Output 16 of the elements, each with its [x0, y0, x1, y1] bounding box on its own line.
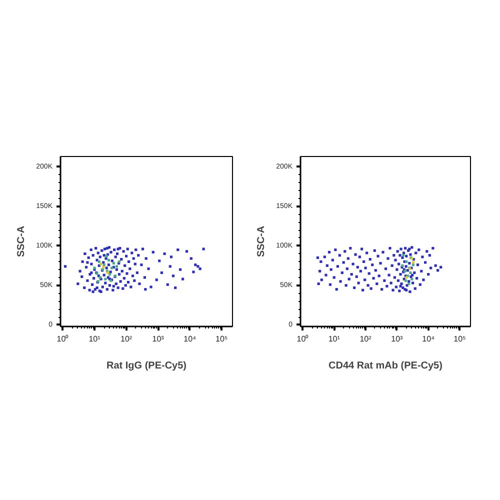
x-tick-label: 10⁵ — [454, 334, 466, 344]
x-tick-label: 10⁰ — [56, 334, 69, 344]
x-tick-label: 10¹ — [88, 334, 101, 344]
y-axis-title: SSC-A — [16, 226, 28, 258]
x-tick-label: 10⁴ — [422, 334, 436, 344]
x-axis-title: CD44 Rat mAb (PE-Cy5) — [328, 360, 442, 372]
x-axis-title: Rat IgG (PE-Cy5) — [106, 360, 187, 372]
x-tick-label: 10³ — [391, 334, 404, 344]
x-tick-label: 10¹ — [328, 334, 340, 344]
x-tick-label: 10⁰ — [296, 334, 309, 344]
x-tick-label: 10⁴ — [184, 334, 197, 344]
x-tick-label: 10² — [120, 334, 132, 344]
y-axis-title: SSC-A — [256, 226, 268, 258]
x-tick-label: 10² — [360, 334, 372, 344]
x-tick-label: 10³ — [152, 334, 164, 344]
x-tick-label: 10⁵ — [216, 334, 228, 344]
